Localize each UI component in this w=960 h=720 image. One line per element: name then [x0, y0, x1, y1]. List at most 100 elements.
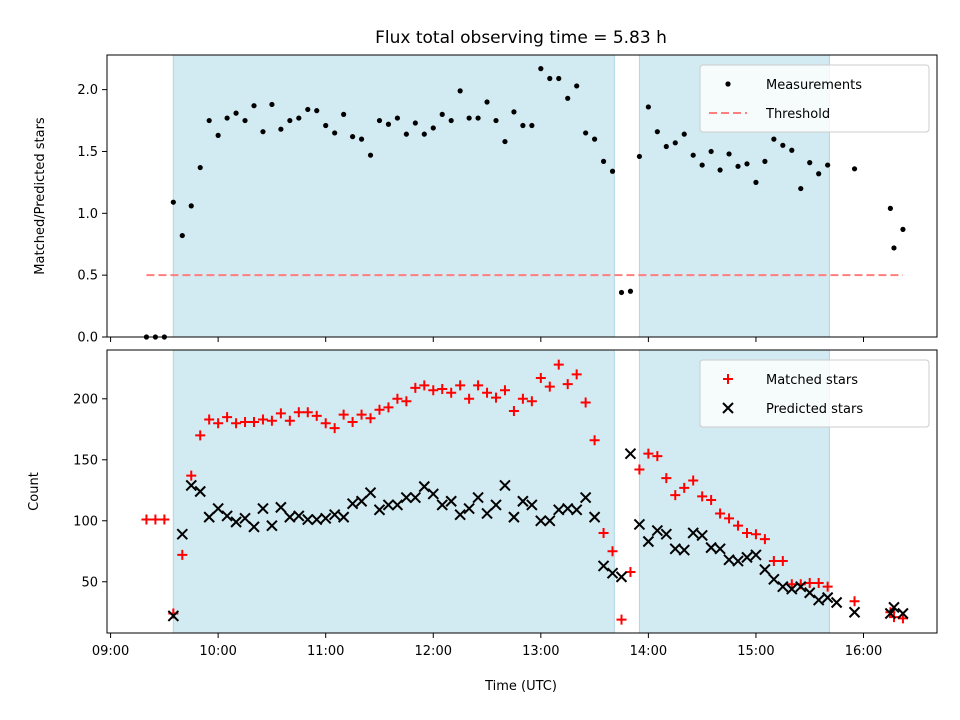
- bottom-series-0-point-42: [517, 393, 528, 404]
- top-series-0-point-29: [403, 131, 409, 137]
- top-series-0-point-73: [798, 185, 804, 192]
- bottom-series-1-point-12: [275, 501, 287, 514]
- bottom-series-1-point-67: [768, 573, 780, 586]
- top-series-0-point-78: [887, 205, 893, 211]
- bottom-series-0-point-36: [464, 393, 475, 404]
- bottom-series-1-point-20: [346, 497, 359, 510]
- top-series-0-point-7: [206, 117, 212, 124]
- top-series-0-point-26: [376, 117, 383, 124]
- bottom-y-tick-label-0: 50: [81, 575, 98, 590]
- bottom-series-0-point-25: [365, 413, 376, 424]
- bottom-series-0-point-74: [804, 577, 815, 588]
- bottom-series-1-point-48: [597, 560, 610, 572]
- top-series-0-point-57: [654, 129, 660, 135]
- top-y-axis-title: Matched/Predicted stars: [33, 117, 48, 275]
- bottom-series-0-point-51: [598, 527, 609, 538]
- bottom-series-0-point-62: [697, 491, 708, 502]
- bottom-series-1-point-72: [812, 594, 825, 606]
- x-tick-label-3: 12:00: [415, 644, 452, 659]
- top-series-0-point-58: [663, 143, 669, 150]
- bottom-series-0-point-50: [589, 435, 600, 446]
- bottom-y-tick-label-2: 150: [73, 453, 98, 468]
- bottom-series-1-point-26: [400, 491, 413, 504]
- top-y-tick-label-1: 0.5: [77, 269, 98, 284]
- bottom-series-0-point-14: [266, 415, 277, 426]
- bottom-series-1-point-49: [606, 567, 619, 579]
- bottom-series-0-point-54: [625, 567, 636, 578]
- bottom-series-1-point-66: [759, 563, 771, 576]
- bottom-series-1-point-39: [517, 495, 529, 507]
- x-tick-label-6: 15:00: [737, 644, 774, 659]
- top-series-0-point-63: [708, 148, 714, 155]
- bottom-series-1-point-34: [472, 491, 484, 504]
- top-series-0-point-23: [349, 134, 356, 140]
- top-series-0-point-37: [475, 115, 481, 121]
- top-series-0-point-56: [645, 104, 651, 110]
- bottom-series-0-point-32: [428, 385, 439, 396]
- bottom-series-0-point-70: [768, 556, 779, 567]
- bottom-series-1-point-28: [418, 480, 431, 493]
- top-series-0-point-61: [690, 152, 696, 158]
- top-series-0-point-53: [618, 289, 625, 296]
- bottom-series-0-point-12: [248, 416, 259, 427]
- bottom-series-1-point-30: [436, 499, 448, 511]
- bottom-series-1-point-7: [230, 516, 242, 528]
- bottom-series-1-point-19: [337, 511, 350, 523]
- top-series-0-point-40: [502, 138, 508, 145]
- top-shaded-interval-0: [172, 54, 615, 338]
- top-panel: 0.0 0.5 1.0 1.5 2.0 Matched/Predicted stars Me…: [33, 54, 938, 346]
- bottom-y-tick-label-1: 100: [73, 514, 98, 529]
- top-y-tick-label-3: 1.5: [77, 145, 98, 160]
- bottom-series-1-point-68: [777, 580, 789, 593]
- bottom-series-1-point-29: [427, 488, 439, 500]
- bottom-series-1-point-4: [203, 511, 215, 523]
- bottom-series-1-point-53: [642, 535, 655, 548]
- top-legend-label-1: Threshold: [765, 107, 830, 122]
- bottom-series-0-point-41: [508, 405, 519, 416]
- bottom-series-0-point-15: [275, 408, 286, 419]
- top-series-0-point-54: [627, 288, 634, 294]
- bottom-series-0-point-11: [240, 416, 251, 427]
- bottom-series-0-point-77: [849, 596, 860, 607]
- bottom-series-0-point-67: [741, 527, 752, 538]
- top-y-tick-label-0: 0.0: [77, 331, 98, 346]
- bottom-series-0-point-30: [410, 382, 421, 393]
- bottom-series-0-point-53: [616, 614, 627, 625]
- bottom-series-1-point-60: [705, 541, 717, 554]
- bottom-series-0-point-19: [311, 410, 322, 421]
- bottom-series-1-point-14: [293, 510, 305, 522]
- top-series-0-point-69: [762, 158, 768, 164]
- bottom-series-0-point-29: [401, 396, 412, 407]
- bottom-series-1-point-69: [786, 583, 798, 595]
- bottom-series-1-point-27: [409, 491, 422, 504]
- bottom-series-1-point-57: [678, 544, 690, 556]
- bottom-series-0-point-65: [724, 513, 735, 524]
- bottom-series-0-point-24: [356, 409, 367, 420]
- bottom-series-1-point-3: [194, 485, 206, 498]
- top-series-0-point-20: [323, 122, 329, 129]
- bottom-series-0-point-4: [177, 549, 188, 560]
- x-tick-label-4: 13:00: [522, 644, 559, 659]
- bottom-series-1-point-61: [714, 543, 726, 555]
- top-series-0-point-36: [466, 115, 472, 121]
- bottom-series-1-point-44: [562, 502, 574, 515]
- top-series-0-point-14: [269, 101, 275, 108]
- bottom-series-1-point-52: [633, 518, 646, 531]
- top-series-0-point-25: [367, 152, 374, 158]
- bottom-series-1-point-63: [732, 555, 744, 567]
- top-legend-label-0: Measurements: [766, 78, 862, 93]
- top-series-0-point-44: [538, 66, 544, 72]
- top-series-0-point-5: [188, 203, 194, 209]
- bottom-series-1-point-15: [302, 513, 314, 526]
- bottom-series-0-point-22: [338, 409, 349, 420]
- bottom-series-0-point-59: [670, 490, 681, 501]
- top-series-0-point-4: [179, 232, 185, 239]
- bottom-series-0-point-26: [374, 404, 385, 415]
- bottom-series-0-point-56: [643, 448, 654, 459]
- top-series-0-point-11: [242, 117, 248, 124]
- bottom-series-1-point-42: [544, 515, 556, 527]
- bottom-series-1-point-38: [508, 511, 520, 523]
- bottom-series-1-point-56: [669, 543, 681, 555]
- bottom-series-1-point-37: [499, 479, 511, 492]
- top-series-0-point-6: [197, 164, 203, 171]
